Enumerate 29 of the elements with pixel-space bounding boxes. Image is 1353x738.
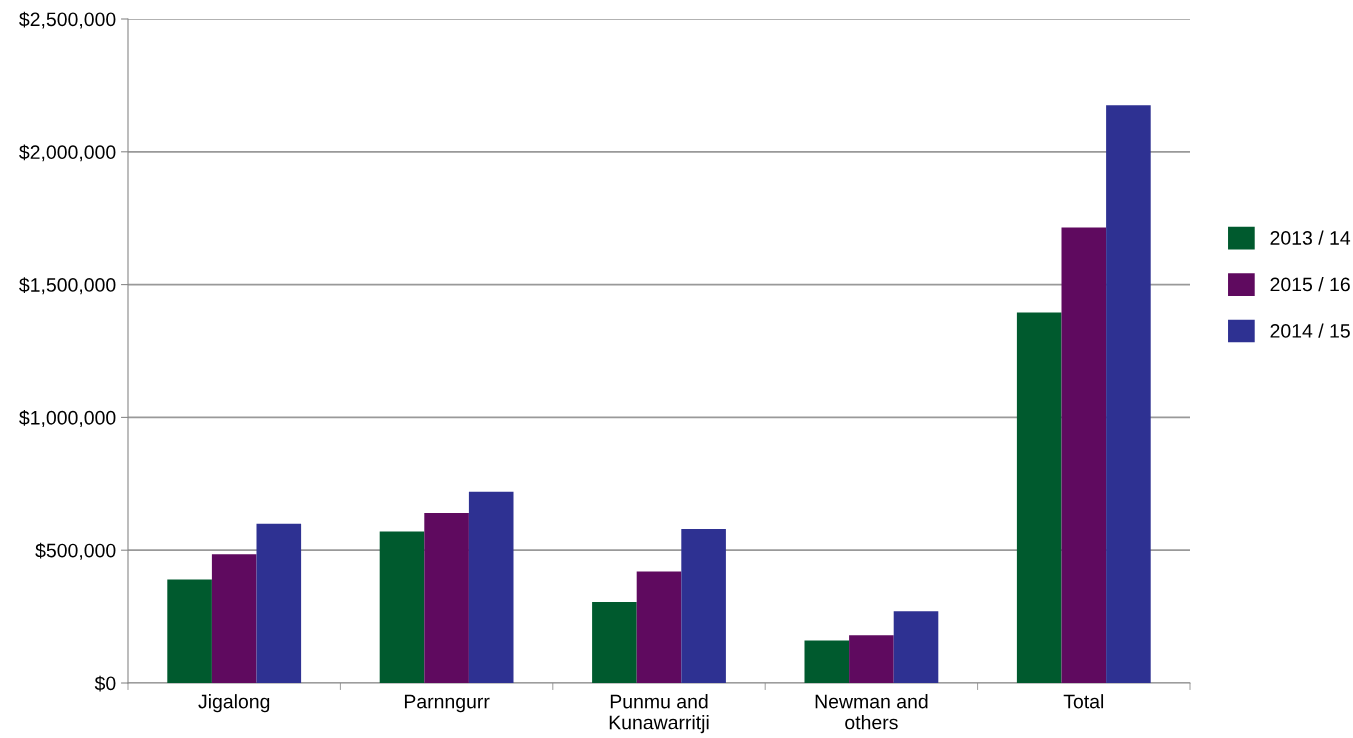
y-tick-label: $1,500,000 bbox=[19, 277, 116, 295]
bar bbox=[424, 513, 469, 683]
x-tick-label: Total bbox=[1063, 694, 1104, 709]
bar bbox=[379, 531, 425, 683]
bar bbox=[893, 611, 939, 683]
x-tick-label: Parnngurr bbox=[404, 694, 490, 713]
bar bbox=[211, 554, 257, 683]
y-tick-label: $2,500,000 bbox=[19, 11, 116, 29]
legend-label: 2013 / 14 bbox=[1270, 230, 1351, 245]
y-tick-label: $2,000,000 bbox=[19, 144, 116, 162]
x-tick-label: Punmu and Kunawarritji bbox=[609, 694, 709, 734]
bar bbox=[849, 635, 894, 683]
bar bbox=[1106, 105, 1151, 683]
x-tick-label: Newman and others bbox=[815, 694, 928, 730]
bar bbox=[592, 601, 637, 683]
bar bbox=[167, 579, 212, 683]
y-tick-label: $1,000,000 bbox=[19, 410, 116, 427]
y-tick-label: $0 bbox=[94, 675, 116, 692]
x-tick-label: Jigalong bbox=[198, 694, 270, 713]
bar bbox=[468, 491, 514, 683]
legend-label: 2014 / 15 bbox=[1270, 323, 1350, 338]
bar bbox=[636, 571, 682, 683]
bar bbox=[804, 640, 850, 683]
y-tick-label: $500,000 bbox=[35, 542, 116, 560]
bar bbox=[256, 523, 302, 683]
bar bbox=[1061, 227, 1107, 683]
legend-label: 2015 / 16 bbox=[1270, 277, 1350, 292]
bar bbox=[681, 528, 726, 683]
bar bbox=[1016, 312, 1062, 683]
